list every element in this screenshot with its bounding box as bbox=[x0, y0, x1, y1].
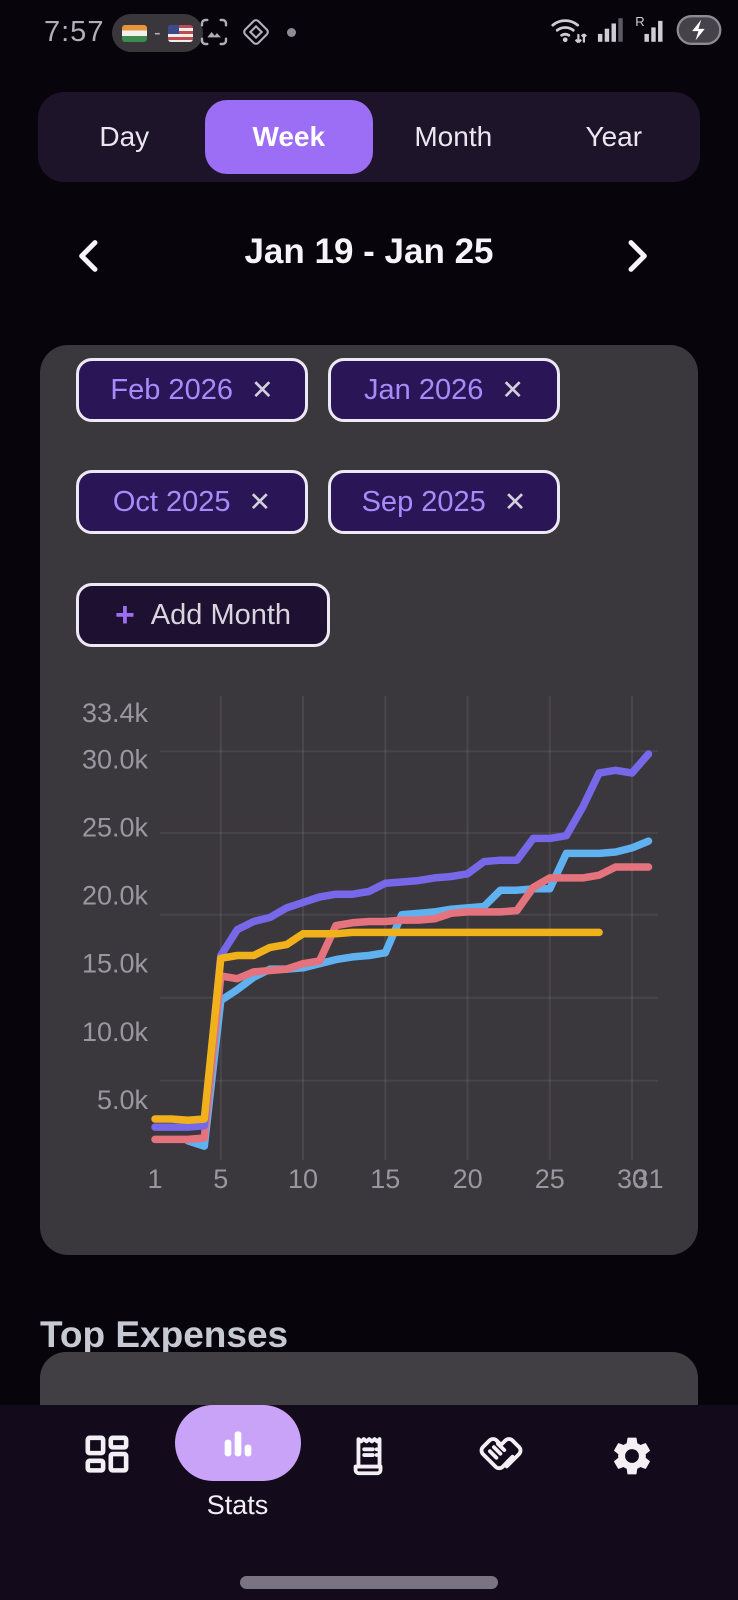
svg-text:25.0k: 25.0k bbox=[82, 813, 149, 843]
chart-card: Feb 2026 ✕ Jan 2026 ✕ Oct 2025 ✕ Sep 202… bbox=[40, 345, 698, 1255]
svg-text:30.0k: 30.0k bbox=[82, 744, 149, 774]
screenshot-icon bbox=[200, 18, 228, 46]
diamond-badge-icon bbox=[243, 19, 269, 45]
bottom-navigation: Stats bbox=[0, 1405, 738, 1600]
gear-icon bbox=[614, 1437, 650, 1475]
handshake-icon bbox=[479, 1437, 522, 1471]
date-range-title: Jan 19 - Jan 25 bbox=[244, 232, 494, 271]
signal-bars-icon bbox=[597, 18, 623, 42]
tab-week[interactable]: Week bbox=[204, 100, 374, 174]
notification-dot bbox=[287, 28, 296, 37]
svg-text:1: 1 bbox=[147, 1164, 162, 1194]
svg-text:5: 5 bbox=[213, 1164, 228, 1194]
close-icon[interactable]: ✕ bbox=[501, 374, 524, 405]
month-chip-oct-2025[interactable]: Oct 2025 ✕ bbox=[76, 470, 308, 534]
tab-month[interactable]: Month bbox=[414, 121, 493, 152]
bar-chart-icon bbox=[224, 1431, 251, 1457]
chevron-right-icon[interactable] bbox=[616, 236, 656, 276]
svg-text:15: 15 bbox=[370, 1164, 400, 1194]
clock: 7:57 bbox=[44, 16, 105, 48]
month-chip-sep-2025[interactable]: Sep 2025 ✕ bbox=[328, 470, 560, 534]
svg-text:10: 10 bbox=[288, 1164, 318, 1194]
svg-text:33.4k: 33.4k bbox=[82, 698, 149, 728]
month-chip-row-2: Oct 2025 ✕ Sep 2025 ✕ bbox=[76, 470, 560, 534]
svg-text:30: 30 bbox=[617, 1164, 647, 1194]
nav-item-dashboard[interactable] bbox=[42, 1405, 170, 1521]
status-bar: 7:57 - bbox=[0, 0, 738, 62]
india-flag-icon bbox=[122, 24, 147, 42]
svg-text:5.0k: 5.0k bbox=[97, 1085, 149, 1115]
svg-text:31: 31 bbox=[633, 1164, 663, 1194]
stats-active-pill bbox=[174, 1405, 301, 1481]
svg-text:10.0k: 10.0k bbox=[82, 1017, 149, 1047]
chevron-left-icon[interactable] bbox=[70, 236, 110, 276]
nav-item-handshake[interactable] bbox=[437, 1405, 565, 1521]
svg-text:20: 20 bbox=[453, 1164, 483, 1194]
nav-item-receipts[interactable] bbox=[305, 1405, 433, 1521]
close-icon[interactable]: ✕ bbox=[503, 486, 527, 517]
us-flag-icon bbox=[167, 24, 193, 42]
svg-text:R: R bbox=[635, 14, 644, 29]
sim-flags-pill: - bbox=[112, 14, 203, 52]
svg-text:15.0k: 15.0k bbox=[82, 949, 149, 979]
battery-charging-icon bbox=[676, 15, 722, 45]
sim-divider: - bbox=[154, 21, 161, 44]
wifi-icon bbox=[551, 19, 587, 44]
top-expenses-heading: Top Expenses bbox=[40, 1313, 289, 1355]
month-chip-jan-2026[interactable]: Jan 2026 ✕ bbox=[328, 358, 560, 422]
home-indicator[interactable] bbox=[240, 1576, 498, 1589]
nav-item-stats[interactable]: Stats bbox=[174, 1405, 302, 1521]
status-icons: R bbox=[548, 12, 722, 48]
receipt-icon bbox=[353, 1437, 383, 1476]
tab-day[interactable]: Day bbox=[99, 121, 150, 152]
plus-icon: + bbox=[114, 596, 135, 634]
close-icon[interactable]: ✕ bbox=[248, 486, 272, 517]
tab-year[interactable]: Year bbox=[585, 121, 643, 152]
nav-label-stats: Stats bbox=[206, 1490, 269, 1520]
roaming-signal-icon: R bbox=[635, 14, 663, 42]
nav-item-settings[interactable] bbox=[568, 1405, 696, 1521]
period-segmented-control: Day Week Month Year bbox=[38, 92, 700, 182]
month-chip-feb-2026[interactable]: Feb 2026 ✕ bbox=[76, 358, 308, 422]
svg-text:20.0k: 20.0k bbox=[82, 881, 149, 911]
close-icon[interactable]: ✕ bbox=[250, 374, 274, 405]
month-chip-row-1: Feb 2026 ✕ Jan 2026 ✕ bbox=[76, 358, 560, 422]
dashboard-icon bbox=[85, 1435, 129, 1473]
add-month-button[interactable]: + Add Month bbox=[76, 583, 330, 647]
date-navigation: Jan 19 - Jan 25 bbox=[0, 222, 738, 292]
svg-text:25: 25 bbox=[535, 1164, 565, 1194]
